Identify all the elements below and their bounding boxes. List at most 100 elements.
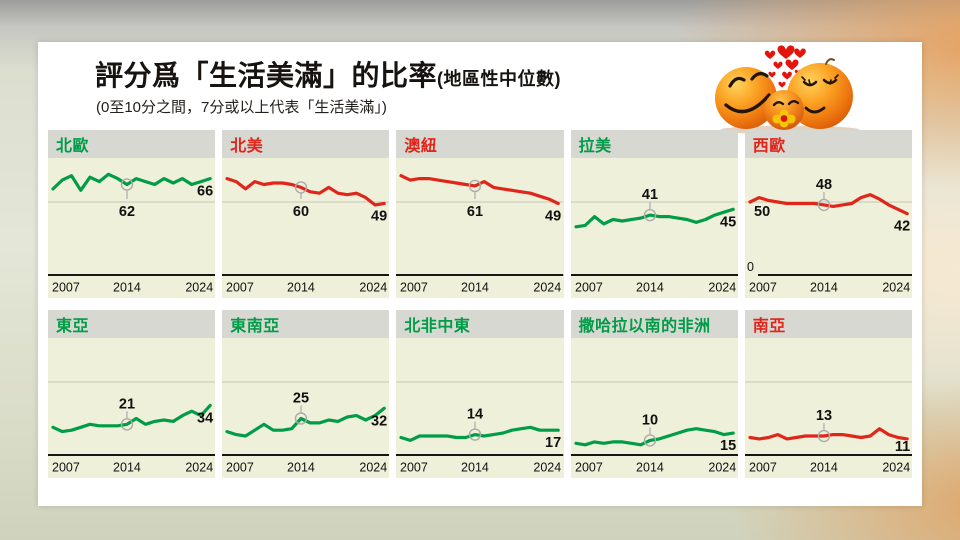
end-value-label: 66	[197, 184, 213, 200]
end-value-label: 49	[545, 208, 561, 224]
chart-tile-南亞: 南亞 2007 2014 2024 13 11	[744, 310, 912, 478]
axis-tick-mid: 2014	[461, 461, 489, 475]
axis-tick-mid: 2014	[636, 461, 664, 475]
region-title: 北美	[230, 138, 264, 155]
end-value-label: 34	[197, 410, 213, 426]
line-chart-撒哈拉以南的非洲: 2007 2014 2024 10 15	[570, 338, 738, 478]
line-chart-北非中東: 2007 2014 2024 14 17	[396, 338, 564, 478]
axis-tick-start: 2007	[52, 281, 80, 295]
orange-parent-left	[715, 67, 777, 129]
region-title: 撒哈拉以南的非洲	[578, 318, 711, 335]
axis-tick-end: 2024	[534, 461, 562, 475]
axis-tick-mid: 2014	[287, 281, 315, 295]
mid-value-label: 61	[467, 204, 483, 220]
axis-tick-end: 2024	[360, 461, 388, 475]
axis-tick-start: 2007	[749, 461, 777, 475]
trend-line	[225, 177, 386, 207]
year-2014-marker	[294, 412, 308, 425]
year-2014-marker	[120, 418, 134, 431]
chart-tile-header: 西歐	[744, 130, 912, 158]
chart-tile-header: 東亞	[48, 310, 216, 338]
end-value-label: 17	[545, 435, 561, 451]
region-title: 北非中東	[404, 318, 471, 335]
end-value-label: 45	[720, 214, 736, 230]
axis-tick-mid: 2014	[810, 461, 838, 475]
axis-tick-start: 2007	[226, 281, 254, 295]
page-title: 評分爲「生活美滿」的比率(地區性中位數)	[95, 54, 561, 94]
axis-tick-start: 2007	[749, 281, 777, 295]
chart-grid: 北歐 2007 2014 2024 62 66 北美 2007 2014 2024 60 49 澳紐 20…	[48, 130, 912, 478]
start-value-label: 50	[754, 204, 770, 220]
year-2014-marker	[120, 178, 134, 191]
trend-line	[573, 207, 735, 229]
line-chart-澳紐: 2007 2014 2024 61 49	[396, 158, 564, 298]
end-value-label: 49	[371, 208, 387, 224]
chart-tile-header: 北美	[222, 130, 390, 158]
chart-tile-拉美: 拉美 2007 2014 2024 41 45	[570, 130, 738, 298]
mid-value-label: 10	[641, 412, 657, 428]
mid-value-label: 14	[467, 407, 483, 423]
axis-tick-start: 2007	[575, 461, 603, 475]
year-2014-marker	[469, 179, 482, 193]
line-chart-北歐: 2007 2014 2024 62 66	[48, 158, 216, 298]
axis-tick-start: 2007	[575, 281, 603, 295]
chart-tile-東亞: 東亞 2007 2014 2024 21 34	[48, 310, 216, 478]
region-title: 西歐	[752, 138, 786, 155]
axis-tick-start: 2007	[400, 281, 428, 295]
page-title-main: 評分爲「生活美滿」的比率	[95, 60, 438, 91]
line-chart-東亞: 2007 2014 2024 21 34	[48, 338, 216, 478]
line-chart-西歐: 2007 2014 2024 48 42 50 0	[744, 158, 912, 298]
line-chart-東南亞: 2007 2014 2024 25 32	[222, 338, 390, 478]
trend-line	[573, 427, 735, 447]
region-title: 拉美	[578, 138, 612, 155]
page-subtitle: (0至10分之間，7分或以上代表「生活美滿」)	[96, 99, 387, 116]
line-chart-拉美: 2007 2014 2024 41 45	[570, 158, 738, 298]
end-value-label: 42	[894, 219, 910, 235]
infographic-card: 評分爲「生活美滿」的比率(地區性中位數) (0至10分之間，7分或以上代表「生活…	[38, 42, 922, 506]
year-2014-marker	[643, 208, 656, 222]
mid-value-label: 41	[641, 187, 657, 203]
chart-tile-header: 北非中東	[396, 310, 564, 338]
line-chart-北美: 2007 2014 2024 60 49	[222, 158, 390, 298]
year-2014-marker	[469, 428, 482, 441]
axis-tick-start: 2007	[400, 461, 428, 475]
chart-tile-header: 澳紐	[396, 130, 564, 158]
mid-value-label: 21	[119, 396, 135, 412]
chart-tile-北歐: 北歐 2007 2014 2024 62 66	[48, 130, 216, 298]
year-2014-marker	[817, 429, 830, 443]
region-title: 北歐	[56, 138, 90, 155]
year-2014-marker	[294, 181, 308, 194]
chart-tile-東南亞: 東南亞 2007 2014 2024 25 32	[222, 310, 390, 478]
axis-tick-end: 2024	[882, 281, 910, 295]
mid-value-label: 48	[816, 177, 832, 193]
trend-line	[748, 427, 909, 441]
chart-tile-header: 撒哈拉以南的非洲	[570, 310, 738, 338]
axis-tick-end: 2024	[882, 461, 910, 475]
axis-tick-mid: 2014	[287, 461, 315, 475]
axis-tick-mid: 2014	[810, 281, 838, 295]
chart-tile-撒哈拉以南的非洲: 撒哈拉以南的非洲 2007 2014 2024 10 15	[570, 310, 738, 478]
chart-tile-header: 南亞	[744, 310, 912, 338]
end-value-label: 32	[371, 413, 387, 429]
axis-tick-mid: 2014	[113, 461, 141, 475]
chart-tile-北美: 北美 2007 2014 2024 60 49	[222, 130, 390, 298]
axis-tick-end: 2024	[360, 281, 388, 295]
zero-baseline-label: 0	[747, 260, 754, 274]
orange-baby	[764, 90, 804, 130]
trend-line	[399, 425, 561, 443]
smiling-oranges-illustration	[715, 45, 860, 135]
chart-tile-header: 東南亞	[222, 310, 390, 338]
chart-tile-header: 拉美	[570, 130, 738, 158]
chart-tile-header: 北歐	[48, 130, 216, 158]
region-title: 東南亞	[230, 318, 280, 335]
axis-tick-end: 2024	[708, 461, 736, 475]
axis-tick-end: 2024	[708, 281, 736, 295]
region-title: 澳紐	[404, 138, 438, 155]
axis-tick-start: 2007	[226, 461, 254, 475]
axis-tick-mid: 2014	[113, 281, 141, 295]
year-2014-marker	[817, 198, 830, 212]
year-2014-marker	[643, 434, 656, 447]
end-value-label: 15	[720, 438, 736, 454]
pacifier-icon	[772, 109, 796, 128]
trend-line	[748, 193, 909, 216]
